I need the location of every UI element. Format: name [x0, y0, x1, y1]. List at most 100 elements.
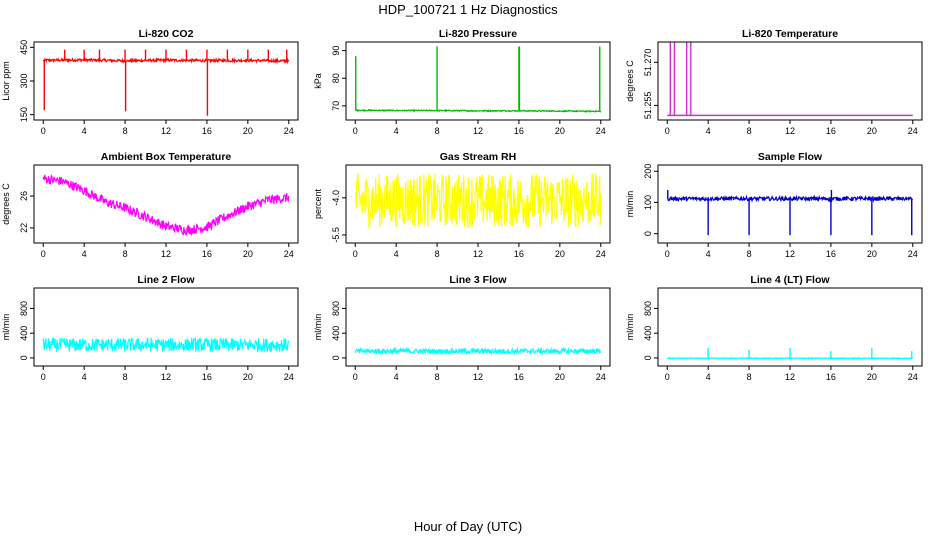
- x-tick-label: 24: [596, 372, 606, 382]
- x-tick-label: 12: [785, 126, 795, 136]
- x-tick-label: 16: [202, 126, 212, 136]
- panel-title: Gas Stream RH: [440, 151, 516, 163]
- x-tick-label: 4: [82, 249, 87, 259]
- y-tick-label: 150: [19, 107, 29, 122]
- x-tick-label: 0: [353, 249, 358, 259]
- data-series: [42, 336, 290, 353]
- panel-gas-stream-rh: Gas Stream RH percent 0 4 8 12 16 20 24 -5.5 -4.0: [313, 151, 611, 259]
- x-tick-label: 4: [394, 249, 399, 259]
- x-tick-label: 8: [123, 126, 128, 136]
- x-tick-label: 8: [123, 249, 128, 259]
- x-tick-label: 16: [202, 372, 212, 382]
- y-axis-label: degrees C: [625, 60, 635, 102]
- y-tick-label: 26: [19, 191, 29, 201]
- panel-title: Line 4 (LT) Flow: [750, 274, 830, 286]
- x-tick-label: 8: [747, 126, 752, 136]
- y-axis-label: ml/min: [1, 314, 11, 341]
- y-tick-label: 0: [19, 355, 29, 360]
- y-axis-label: degrees C: [1, 183, 11, 225]
- y-axis-label: ml/min: [313, 314, 323, 341]
- panel-line3-flow: Line 3 Flow ml/min 0 4 8 12 16 20 24 0 400 800: [313, 274, 611, 382]
- x-tick-label: 16: [514, 249, 524, 259]
- x-tick-label: 24: [908, 249, 918, 259]
- y-axis-label: Licor ppm: [1, 61, 11, 101]
- x-tick-label: 16: [826, 126, 836, 136]
- x-tick-label: 12: [785, 249, 795, 259]
- y-tick-label: 0: [331, 355, 341, 360]
- y-tick-label: 100: [643, 195, 653, 210]
- data-series: [42, 174, 290, 237]
- y-tick-label: 450: [19, 40, 29, 55]
- x-tick-label: 20: [555, 249, 565, 259]
- y-tick-label: 200: [643, 164, 653, 179]
- x-tick-label: 12: [161, 372, 171, 382]
- x-tick-label: 12: [473, 126, 483, 136]
- x-tick-label: 8: [747, 249, 752, 259]
- panel-line4-flow: Line 4 (LT) Flow ml/min 0 4 8 12 16 20 24 0 400 800: [625, 274, 923, 382]
- plot-frame: [345, 41, 611, 121]
- y-tick-label: 800: [19, 301, 29, 316]
- x-tick-label: 24: [284, 372, 294, 382]
- x-tick-label: 20: [243, 126, 253, 136]
- data-series: [667, 356, 914, 360]
- y-axis-label: ml/min: [625, 191, 635, 218]
- x-tick-label: 8: [435, 126, 440, 136]
- y-tick-label: 0: [643, 231, 653, 236]
- y-tick-label: 0: [643, 355, 653, 360]
- plot-frame: [345, 287, 611, 367]
- panel-ambient-box-temp: Ambient Box Temperature degrees C 0 4 8 12 16 2…: [1, 151, 299, 259]
- x-tick-label: 16: [202, 249, 212, 259]
- y-tick-label: 300: [19, 73, 29, 88]
- x-tick-label: 20: [867, 372, 877, 382]
- x-tick-label: 4: [706, 126, 711, 136]
- y-tick-label: 22: [19, 223, 29, 233]
- x-tick-label: 4: [82, 126, 87, 136]
- plot-frame: [33, 287, 299, 367]
- panel-temperature: Li-820 Temperature degrees C 0 4 8 12 16 20 24 51…: [625, 28, 923, 136]
- x-tick-label: 24: [908, 372, 918, 382]
- x-tick-label: 20: [243, 249, 253, 259]
- y-axis-label: kPa: [313, 73, 323, 89]
- data-series: [354, 108, 602, 113]
- x-tick-label: 16: [826, 249, 836, 259]
- y-axis-label: ml/min: [625, 314, 635, 341]
- panel-title: Sample Flow: [758, 151, 823, 163]
- y-tick-label: 80: [331, 73, 341, 83]
- x-tick-label: 0: [41, 249, 46, 259]
- y-tick-label: 400: [643, 326, 653, 341]
- x-tick-label: 12: [161, 126, 171, 136]
- x-tick-label: 24: [284, 126, 294, 136]
- y-tick-label: 90: [331, 46, 341, 56]
- y-axis-label: percent: [313, 188, 323, 219]
- x-tick-label: 4: [82, 372, 87, 382]
- data-series: [354, 173, 602, 230]
- x-tick-label: 20: [555, 126, 565, 136]
- x-tick-label: 8: [435, 372, 440, 382]
- y-tick-label: 400: [331, 326, 341, 341]
- data-series: [354, 346, 602, 356]
- panel-title: Line 3 Flow: [449, 274, 507, 286]
- x-tick-label: 0: [41, 372, 46, 382]
- figure-x-label: Hour of Day (UTC): [414, 519, 522, 534]
- panel-title: Line 2 Flow: [137, 274, 195, 286]
- x-tick-label: 12: [473, 372, 483, 382]
- x-tick-label: 20: [243, 372, 253, 382]
- plot-frame: [33, 164, 299, 244]
- x-tick-label: 12: [785, 372, 795, 382]
- x-tick-label: 20: [867, 126, 877, 136]
- y-tick-label: 51.270: [643, 49, 653, 77]
- x-tick-label: 8: [435, 249, 440, 259]
- panel-pressure: Li-820 Pressure kPa 0 4 8 12 16 20 24 70 80 90: [313, 28, 611, 136]
- y-tick-label: 70: [331, 101, 341, 111]
- x-tick-label: 24: [908, 126, 918, 136]
- panel-co2: Li-820 CO2 Licor ppm 0 4 8 12 16 20 24 150 300 450: [1, 28, 299, 136]
- x-tick-label: 4: [394, 372, 399, 382]
- panel-line2-flow: Line 2 Flow ml/min 0 4 8 12 16 20 24 0 400 800: [1, 274, 299, 382]
- panel-sample-flow: Sample Flow ml/min 0 4 8 12 16 20 24 0 100 200: [625, 151, 923, 259]
- x-tick-label: 4: [706, 249, 711, 259]
- panel-title: Ambient Box Temperature: [101, 151, 232, 163]
- x-tick-label: 0: [353, 126, 358, 136]
- y-tick-label: -5.5: [331, 227, 341, 243]
- x-tick-label: 0: [665, 372, 670, 382]
